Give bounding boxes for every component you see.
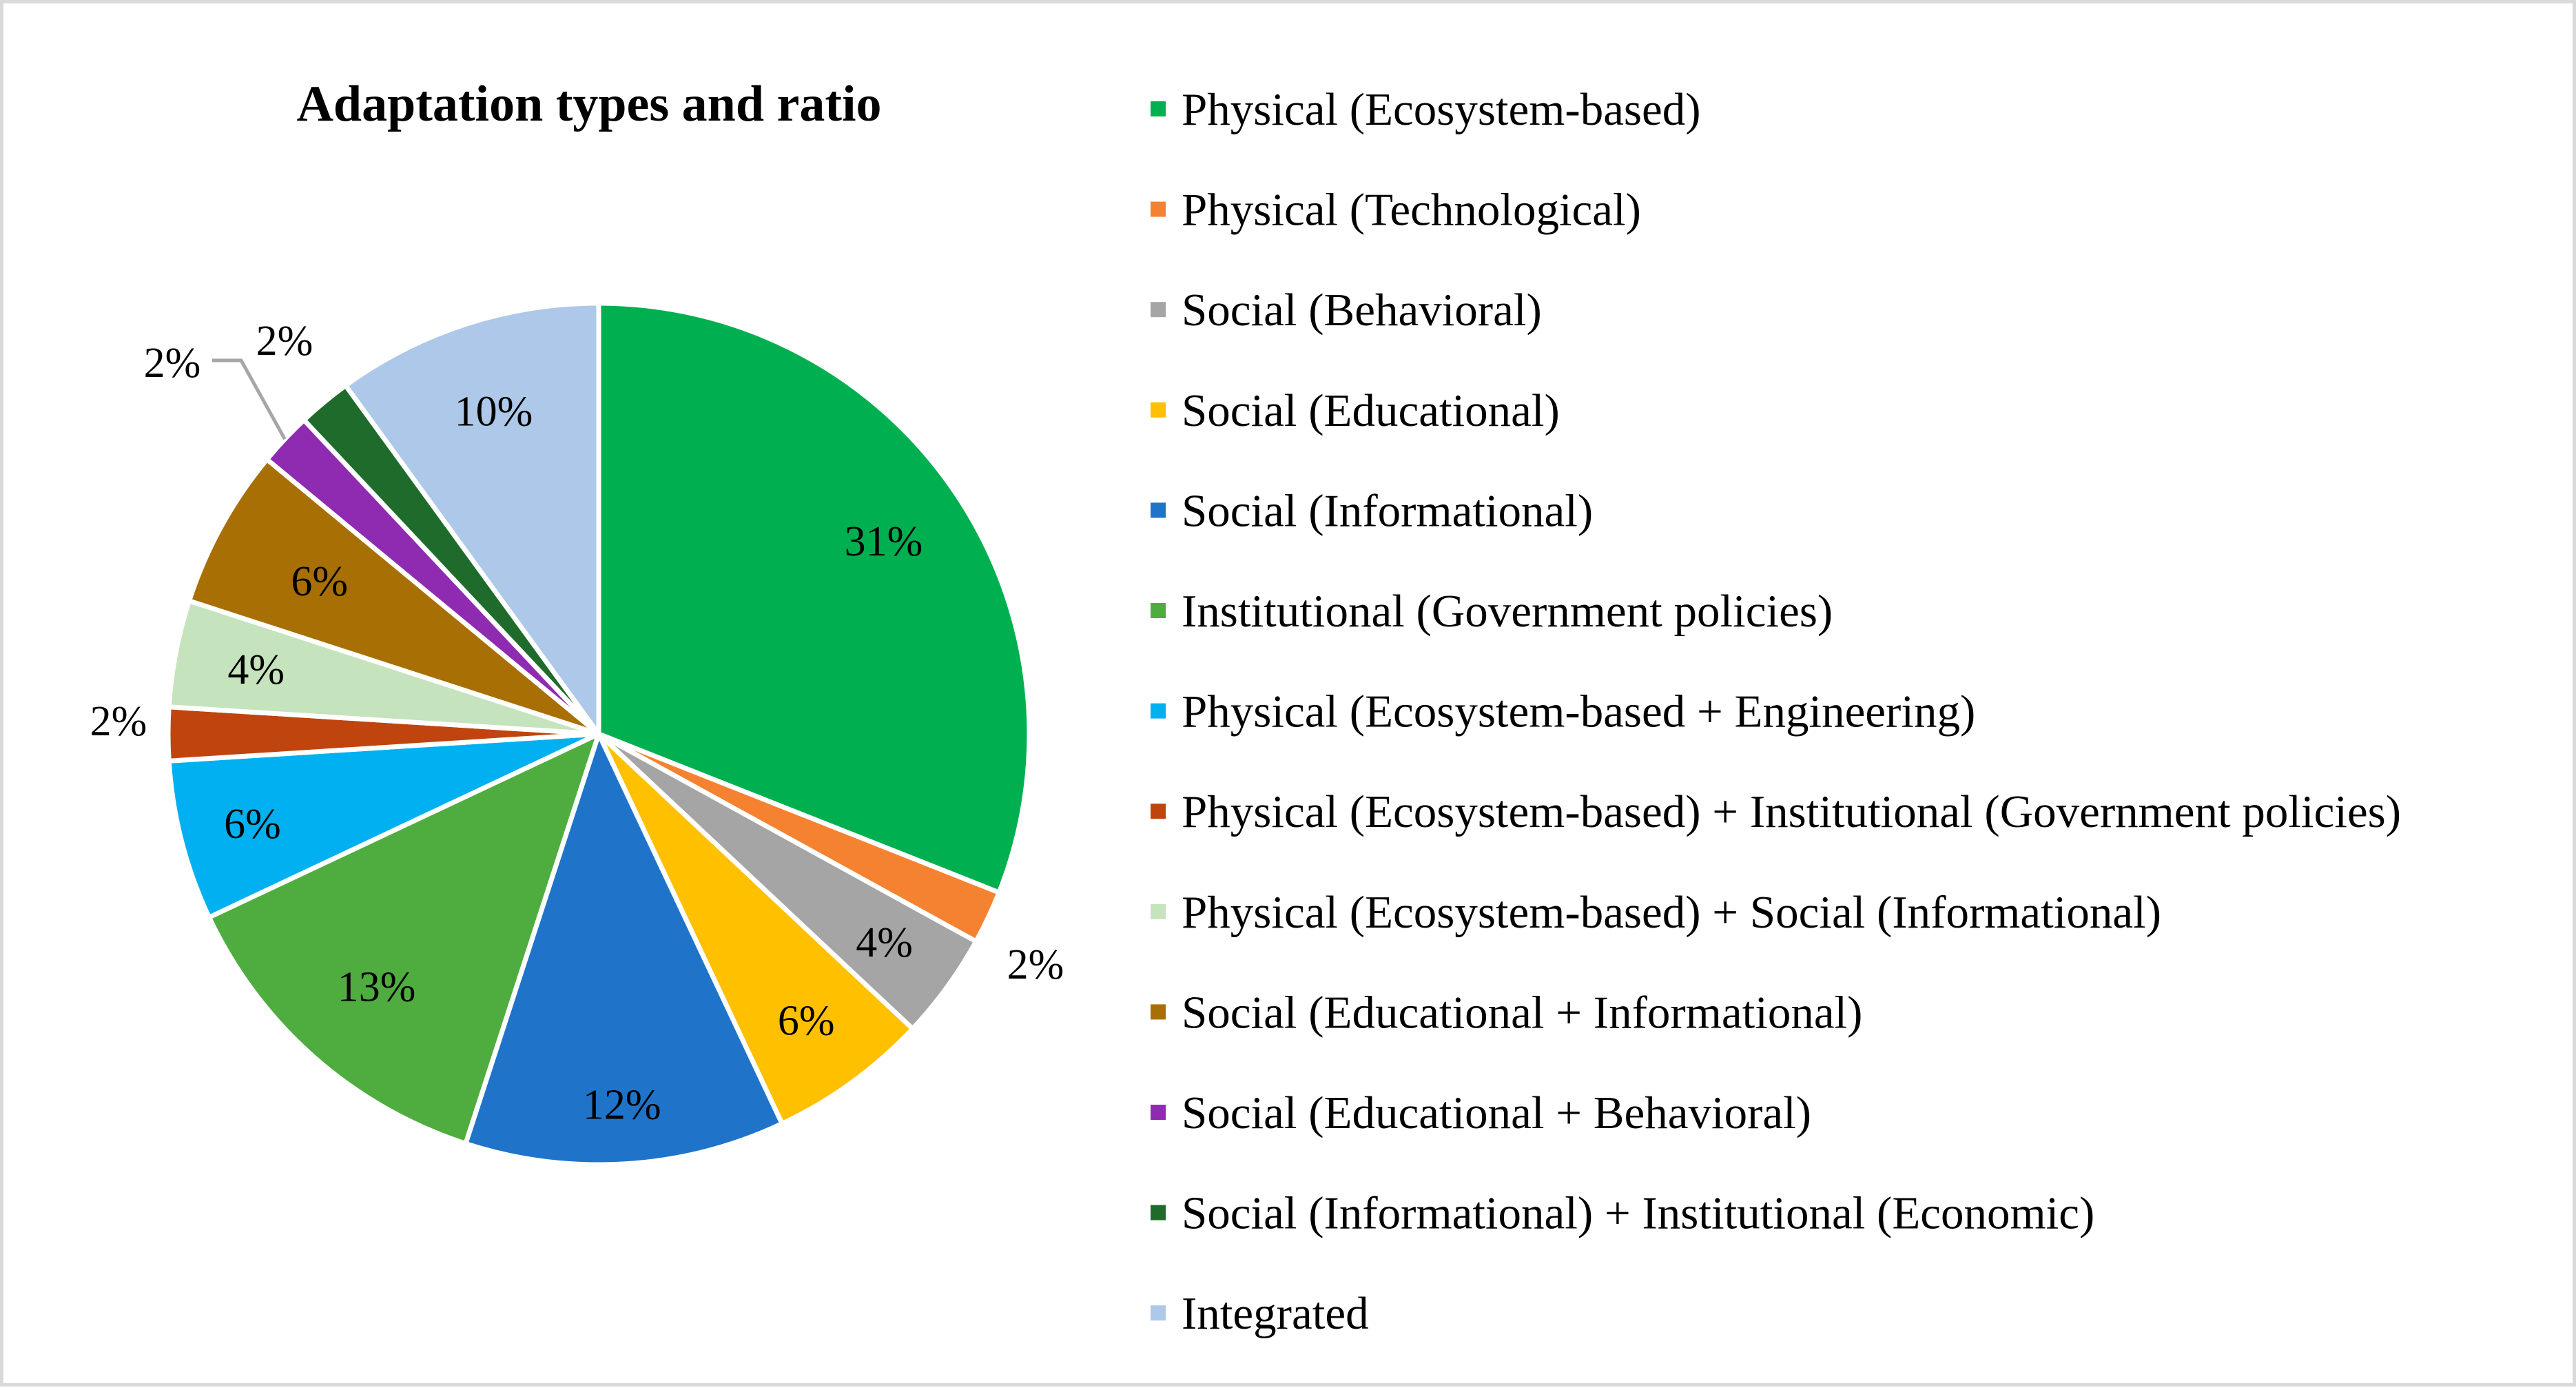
legend-swatch-social-educational-informational — [1151, 1004, 1166, 1020]
leader-lines — [212, 358, 287, 440]
data-labels: 31%2%4%6%12%13%6%2%4%6%2% 2%10% — [90, 318, 1064, 1128]
data-label-social-educational-behavioral: 2% — [144, 340, 201, 387]
legend-swatch-social-informational-institutional-economic — [1151, 1205, 1166, 1220]
legend-swatch-social-informational — [1151, 502, 1166, 518]
pie-slice-social-educational — [596, 731, 916, 1127]
legend-label-physical-technological: Physical (Technological) — [1182, 185, 1641, 236]
legend-label-physical-ecosystem-based-engineering: Physical (Ecosystem-based + Engineering) — [1182, 686, 1975, 737]
legend-label-institutional-government-policies: Institutional (Government policies) — [1182, 586, 1833, 637]
pie-chart: Adaptation types and ratio 31%2%4%6%12%1… — [90, 76, 2401, 1339]
pie-slices — [165, 300, 1032, 1167]
legend-label-physical-ecosystem-based-social-informational: Physical (Ecosystem-based) + Social (Inf… — [1182, 887, 2161, 938]
pie-slice-institutional-government-policies — [206, 731, 601, 1146]
legend-label-social-informational-institutional-economic: Social (Informational) + Institutional (… — [1182, 1188, 2094, 1239]
legend-swatch-physical-technological — [1151, 201, 1166, 217]
pie-slice-physical-ecosystem-based — [596, 300, 1032, 895]
legend-label-social-educational-informational: Social (Educational + Informational) — [1182, 987, 1862, 1038]
legend-label-physical-ecosystem-based: Physical (Ecosystem-based) — [1182, 84, 1701, 135]
pie-slice-physical-ecosystem-based-engineering — [166, 731, 601, 920]
data-label-social-informational-institutional-economic: 2% — [256, 318, 313, 365]
data-label-physical-ecosystem-based-institutional-government-policies: 2% — [90, 698, 147, 745]
leader-line-social-educational-behavioral — [212, 358, 287, 440]
data-label-social-educational: 6% — [778, 998, 835, 1045]
legend-swatch-social-educational — [1151, 402, 1166, 418]
legend-swatch-physical-ecosystem-based — [1151, 101, 1166, 116]
legend-swatch-social-educational-behavioral — [1151, 1105, 1166, 1120]
legend-swatch-institutional-government-policies — [1151, 603, 1166, 618]
legend-swatch-social-behavioral — [1151, 302, 1166, 318]
legend-label-social-informational: Social (Informational) — [1182, 485, 1593, 536]
data-label-institutional-government-policies: 13% — [338, 964, 416, 1011]
legend-label-social-behavioral: Social (Behavioral) — [1182, 285, 1542, 336]
pie-slice-social-educational-informational — [187, 457, 601, 737]
data-label-social-educational-informational: 6% — [291, 558, 348, 605]
chart-title: Adaptation types and ratio — [296, 76, 881, 132]
data-label-integrated: 10% — [455, 388, 533, 435]
legend: Physical (Ecosystem-based) Physical (Tech… — [1151, 84, 2401, 1339]
legend-label-integrated: Integrated — [1182, 1288, 1369, 1339]
data-label-physical-technological: 2% — [1007, 941, 1064, 988]
legend-swatch-physical-ecosystem-based-social-informational — [1151, 903, 1166, 919]
data-label-physical-ecosystem-based-engineering: 6% — [224, 801, 281, 848]
legend-label-social-educational: Social (Educational) — [1182, 385, 1560, 436]
legend-swatch-physical-ecosystem-based-institutional-government-policies — [1151, 804, 1166, 819]
legend-label-physical-ecosystem-based-institutional-government-policies: Physical (Ecosystem-based) + Institution… — [1182, 786, 2401, 837]
legend-swatch-physical-ecosystem-based-engineering — [1151, 703, 1166, 719]
legend-swatch-integrated — [1151, 1305, 1166, 1321]
data-label-physical-ecosystem-based: 31% — [845, 518, 923, 565]
pie-slice-integrated — [343, 300, 601, 737]
data-label-social-informational: 12% — [583, 1081, 661, 1128]
pie-slice-social-informational — [463, 731, 785, 1167]
data-label-physical-ecosystem-based-social-informational: 4% — [227, 646, 285, 693]
legend-label-social-educational-behavioral: Social (Educational + Behavioral) — [1182, 1087, 1811, 1138]
data-label-social-behavioral: 4% — [856, 919, 913, 966]
